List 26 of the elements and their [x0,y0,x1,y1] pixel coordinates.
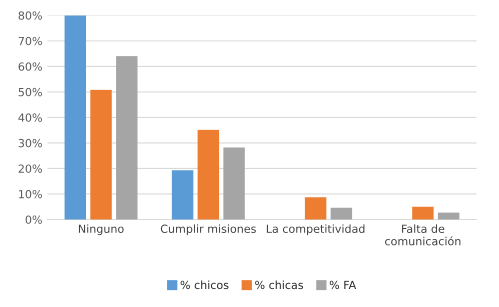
x-tick-label: Falta de comunicación [385,224,460,246]
legend-label: % chicos [180,280,228,290]
legend-label: % chicas [255,280,304,290]
bar [438,212,460,220]
y-tick-label: 40% [18,113,42,122]
y-tick-label: 50% [18,88,42,96]
x-tick-label: La competitividad [266,224,364,236]
y-tick-label: 70% [18,36,42,46]
bar [172,170,194,220]
bar [412,206,434,220]
y-tick-label: 30% [18,138,42,148]
y-tick-label: 0% [26,215,42,224]
legend-label: % FA [330,280,356,290]
bar [330,208,352,220]
y-tick-label: 10% [19,190,42,198]
bar [198,130,220,220]
bar [64,15,86,220]
bar [223,148,245,220]
y-tick-label: 60% [18,62,42,71]
y-tick-label: 20% [18,164,42,173]
bar [90,90,112,220]
x-tick-label: Ninguno [78,224,124,236]
x-tick-label: Cumplir misiones [160,224,256,236]
y-tick-label: 80% [18,11,42,20]
bar [304,197,326,220]
bar [116,56,138,220]
